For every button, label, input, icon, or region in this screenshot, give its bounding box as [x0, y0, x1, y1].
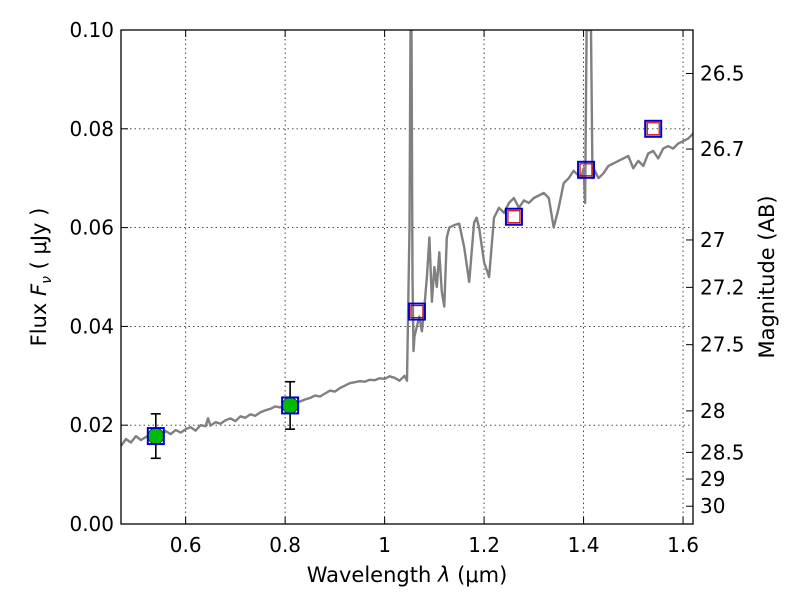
mag-tick-label: 27 — [700, 228, 725, 252]
model-band-marker — [504, 207, 523, 226]
model-spectrum-line — [121, 30, 693, 447]
model-band-marker — [407, 302, 426, 321]
axis-ticks: 0.6 0.8 1 1.2 1.4 1.6 0.00 0.02 0.04 0.06 0.08 0.10… — [69, 18, 744, 557]
y2-axis-label: Magnitude (AB) — [755, 195, 779, 358]
x-axis-label: Wavelength λ (μm) — [307, 563, 508, 587]
observed-flux-point — [147, 427, 165, 445]
y-tick-label: 0.06 — [69, 216, 114, 240]
photometry-markers — [146, 119, 663, 460]
x-tick-label: 1.6 — [667, 533, 699, 557]
mag-tick-label: 27.5 — [700, 333, 745, 357]
plot-frame — [120, 29, 694, 525]
x-tick-label: 1.4 — [568, 533, 600, 557]
mag-tick-label: 30 — [700, 494, 725, 518]
x-tick-label: 1 — [378, 533, 391, 557]
mag-tick-label: 28.5 — [700, 440, 745, 464]
upper-limit-marker — [410, 304, 424, 319]
model-band-marker — [281, 396, 300, 415]
x-tick-label: 0.8 — [269, 533, 301, 557]
y-axis-label: Flux Fν ( μJy ) — [27, 208, 55, 347]
observed-flux-point — [281, 397, 299, 414]
y-tick-label: 0.00 — [69, 512, 114, 536]
model-band-marker — [146, 427, 165, 446]
y-tick-label: 0.10 — [69, 18, 114, 42]
x-tick-label: 1.2 — [468, 533, 500, 557]
mag-tick-label: 27.2 — [700, 275, 745, 299]
mag-tick-label: 26.5 — [700, 61, 745, 85]
y-tick-label: 0.08 — [69, 117, 114, 141]
mag-tick-label: 29 — [700, 467, 725, 491]
upper-limit-marker — [646, 122, 660, 136]
y-tick-label: 0.02 — [69, 413, 114, 437]
model-band-marker — [577, 160, 596, 179]
mag-tick-label: 28 — [700, 399, 725, 423]
x-tick-label: 0.6 — [170, 533, 202, 557]
y-tick-label: 0.04 — [69, 314, 114, 338]
upper-limit-marker — [579, 163, 593, 177]
upper-limit-marker — [507, 210, 521, 224]
model-band-marker — [644, 119, 663, 138]
mag-tick-label: 26.7 — [700, 137, 745, 161]
grid-lines — [121, 30, 693, 524]
